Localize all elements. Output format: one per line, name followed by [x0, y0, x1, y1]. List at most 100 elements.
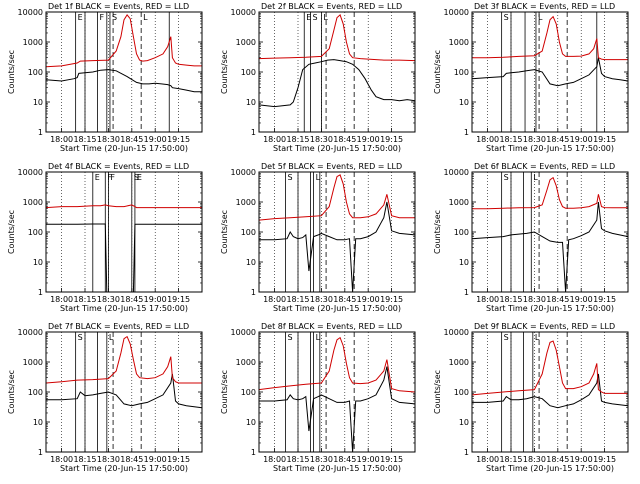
x-tick-label: 18:45: [333, 295, 356, 304]
chart-title: Det 5f BLACK = Events, RED = LLD: [261, 162, 402, 171]
x-tick-label: 18:30: [310, 135, 333, 144]
x-tick-label: 19:15: [380, 455, 403, 464]
x-tick-label: 18:30: [523, 135, 546, 144]
y-axis-label: Counts/sec: [7, 210, 16, 254]
x-tick-label: 19:00: [357, 135, 380, 144]
series-line: [258, 59, 416, 108]
y-tick-label: 1000: [23, 358, 43, 367]
series-line: [472, 15, 628, 61]
y-tick-label: 100: [454, 228, 469, 237]
y-tick-label: 100: [454, 388, 469, 397]
y-tick-label: 100: [28, 228, 43, 237]
x-tick-label: 18:15: [499, 135, 522, 144]
event-marker-label: S: [504, 13, 509, 22]
x-axis-label: Start Time (20-Jun-15 17:50:00): [60, 144, 188, 153]
x-tick-label: 18:15: [499, 455, 522, 464]
chart-title: Det 1f BLACK = Events, RED = LLD: [48, 2, 189, 11]
x-axis-label: Start Time (20-Jun-15 17:50:00): [60, 304, 188, 313]
y-tick-label: 1000: [236, 358, 256, 367]
x-tick-label: 18:00: [50, 455, 73, 464]
x-tick-label: 19:15: [167, 295, 190, 304]
x-tick-label: 18:00: [476, 295, 499, 304]
x-tick-label: 18:30: [97, 135, 120, 144]
x-tick-label: 19:00: [570, 135, 593, 144]
x-tick-label: 19:15: [380, 135, 403, 144]
detector-chart: Det 2f BLACK = Events, RED = LLD 1 10 100 10…: [220, 2, 416, 153]
y-axis-label: Counts/sec: [433, 50, 442, 94]
y-tick-label: 1000: [236, 38, 256, 47]
event-marker-label: S: [134, 173, 139, 182]
detector-chart: Det 9f BLACK = Events, RED = LLD 1 10 100 10…: [433, 322, 629, 473]
chart-title: Det 7f BLACK = Events, RED = LLD: [48, 322, 189, 331]
y-tick-label: 10: [33, 418, 43, 427]
x-tick-label: 18:45: [120, 295, 143, 304]
event-marker-label: E: [95, 173, 100, 182]
plot-frame: [471, 331, 629, 453]
y-tick-label: 10000: [231, 8, 256, 17]
x-tick-label: 19:15: [167, 135, 190, 144]
event-marker-label: S: [504, 333, 509, 342]
x-tick-label: 18:00: [263, 295, 286, 304]
plot-frame: [45, 11, 203, 133]
y-tick-label: 10000: [444, 8, 469, 17]
x-tick-label: 18:15: [286, 455, 309, 464]
y-tick-label: 10: [33, 98, 43, 107]
y-tick-label: 100: [454, 68, 469, 77]
x-tick-label: 19:15: [380, 295, 403, 304]
x-tick-label: 19:00: [144, 295, 167, 304]
x-tick-label: 18:00: [263, 135, 286, 144]
series-line: [472, 373, 629, 409]
y-tick-label: 1: [251, 448, 256, 457]
event-marker-label: E: [78, 13, 83, 22]
detector-chart: Det 3f BLACK = Events, RED = LLD 1 10 100 10…: [433, 2, 629, 153]
x-tick-label: 19:00: [144, 455, 167, 464]
y-tick-label: 1: [464, 448, 469, 457]
series-line: [46, 223, 202, 293]
chart-title: Det 8f BLACK = Events, RED = LLD: [261, 322, 402, 331]
event-marker-label: L: [316, 333, 321, 342]
x-tick-label: 18:00: [50, 295, 73, 304]
x-tick-label: 18:00: [476, 135, 499, 144]
event-marker-label: S: [288, 173, 293, 182]
chart-title: Det 4f BLACK = Events, RED = LLD: [48, 162, 189, 171]
y-tick-label: 10: [459, 98, 469, 107]
y-tick-label: 10000: [231, 168, 256, 177]
chart-title: Det 9f BLACK = Events, RED = LLD: [474, 322, 615, 331]
x-tick-label: 18:15: [499, 295, 522, 304]
detector-panel: Det 1f BLACK = Events, RED = LLD 1 10 100 10…: [0, 0, 213, 160]
x-tick-label: 18:00: [50, 135, 73, 144]
y-tick-label: 10000: [444, 168, 469, 177]
chart-title: Det 6f BLACK = Events, RED = LLD: [474, 162, 615, 171]
x-tick-label: 18:15: [73, 135, 96, 144]
x-tick-label: 19:00: [570, 295, 593, 304]
event-marker-label: L: [323, 13, 328, 22]
x-tick-label: 19:15: [593, 295, 616, 304]
series-line: [471, 340, 628, 396]
detector-panel: Det 3f BLACK = Events, RED = LLD 1 10 100 10…: [426, 0, 639, 160]
detector-panel: Det 6f BLACK = Events, RED = LLD 1 10 100 10…: [426, 160, 639, 320]
y-axis-label: Counts/sec: [220, 370, 229, 414]
y-tick-label: 1: [251, 288, 256, 297]
y-tick-label: 1000: [23, 198, 43, 207]
x-tick-label: 18:45: [333, 455, 356, 464]
y-axis-label: Counts/sec: [433, 210, 442, 254]
x-tick-label: 18:45: [120, 135, 143, 144]
y-tick-label: 10: [33, 258, 43, 267]
y-tick-label: 100: [241, 228, 256, 237]
x-tick-label: 18:30: [310, 295, 333, 304]
chart-title: Det 2f BLACK = Events, RED = LLD: [261, 2, 402, 11]
y-tick-label: 10: [246, 98, 256, 107]
x-axis-label: Start Time (20-Jun-15 17:50:00): [486, 464, 614, 473]
x-tick-label: 18:15: [73, 295, 96, 304]
x-tick-label: 19:15: [593, 455, 616, 464]
y-tick-label: 1: [38, 448, 43, 457]
x-axis-label: Start Time (20-Jun-15 17:50:00): [486, 304, 614, 313]
x-tick-label: 18:30: [523, 295, 546, 304]
x-tick-label: 19:00: [570, 455, 593, 464]
event-marker-label: E: [137, 173, 142, 182]
detector-panel: Det 8f BLACK = Events, RED = LLD 1 10 100 10…: [213, 320, 426, 480]
y-tick-label: 1: [38, 288, 43, 297]
x-tick-label: 18:30: [310, 455, 333, 464]
event-marker-label: S: [504, 173, 509, 182]
x-tick-label: 18:45: [546, 135, 569, 144]
